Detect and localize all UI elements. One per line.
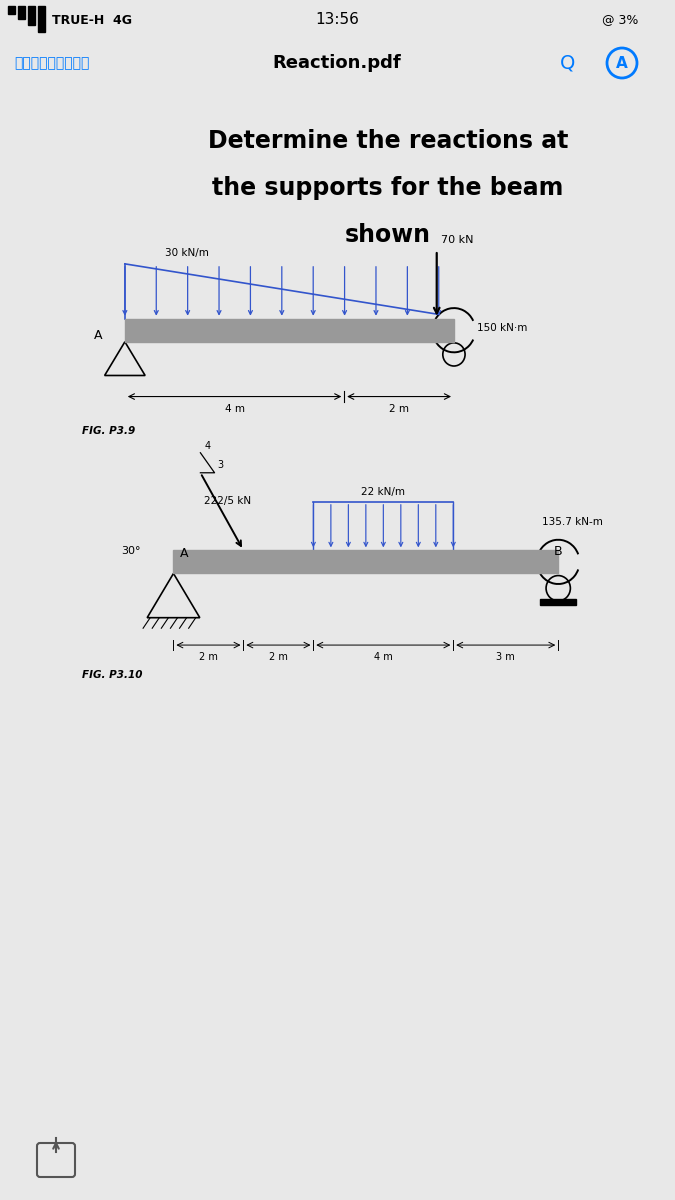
Text: A: A — [616, 55, 628, 71]
Text: 4 m: 4 m — [225, 404, 244, 414]
Text: 3 m: 3 m — [496, 653, 515, 662]
Text: 150 kN·m: 150 kN·m — [477, 323, 528, 334]
Text: 3: 3 — [217, 461, 223, 470]
Text: เสร็จสิ้น: เสร็จสิ้น — [14, 56, 90, 70]
Text: Reaction.pdf: Reaction.pdf — [273, 54, 402, 72]
Text: Q: Q — [560, 54, 576, 72]
Bar — [125, 319, 454, 342]
Text: 135.7 kN-m: 135.7 kN-m — [542, 517, 603, 527]
Text: FIG. P3.10: FIG. P3.10 — [82, 671, 143, 680]
Bar — [173, 551, 558, 574]
Bar — [18, 6, 25, 19]
Text: A: A — [180, 547, 188, 559]
Text: 70 kN: 70 kN — [441, 235, 473, 245]
Text: 13:56: 13:56 — [315, 12, 359, 28]
Text: 2 m: 2 m — [199, 653, 218, 662]
Text: B: B — [554, 545, 562, 558]
Bar — [38, 6, 45, 32]
Text: FIG. P3.9: FIG. P3.9 — [82, 426, 136, 436]
Text: TRUE-H  4G: TRUE-H 4G — [52, 13, 132, 26]
Text: 4: 4 — [205, 440, 211, 451]
Text: 22 kN/m: 22 kN/m — [361, 486, 406, 497]
Text: 30°: 30° — [122, 546, 141, 557]
Text: 30 kN/m: 30 kN/m — [165, 247, 209, 258]
Text: 2 m: 2 m — [389, 404, 409, 414]
Bar — [540, 599, 576, 605]
Text: the supports for the beam: the supports for the beam — [213, 176, 564, 200]
Text: Determine the reactions at: Determine the reactions at — [208, 128, 568, 152]
Text: 222/5 kN: 222/5 kN — [205, 497, 252, 506]
Text: 4 m: 4 m — [374, 653, 393, 662]
Bar — [28, 6, 35, 25]
Bar — [8, 6, 15, 14]
Text: shown: shown — [345, 223, 431, 247]
Text: @ 3%: @ 3% — [602, 13, 638, 26]
Text: A: A — [94, 329, 103, 342]
Text: 2 m: 2 m — [269, 653, 288, 662]
